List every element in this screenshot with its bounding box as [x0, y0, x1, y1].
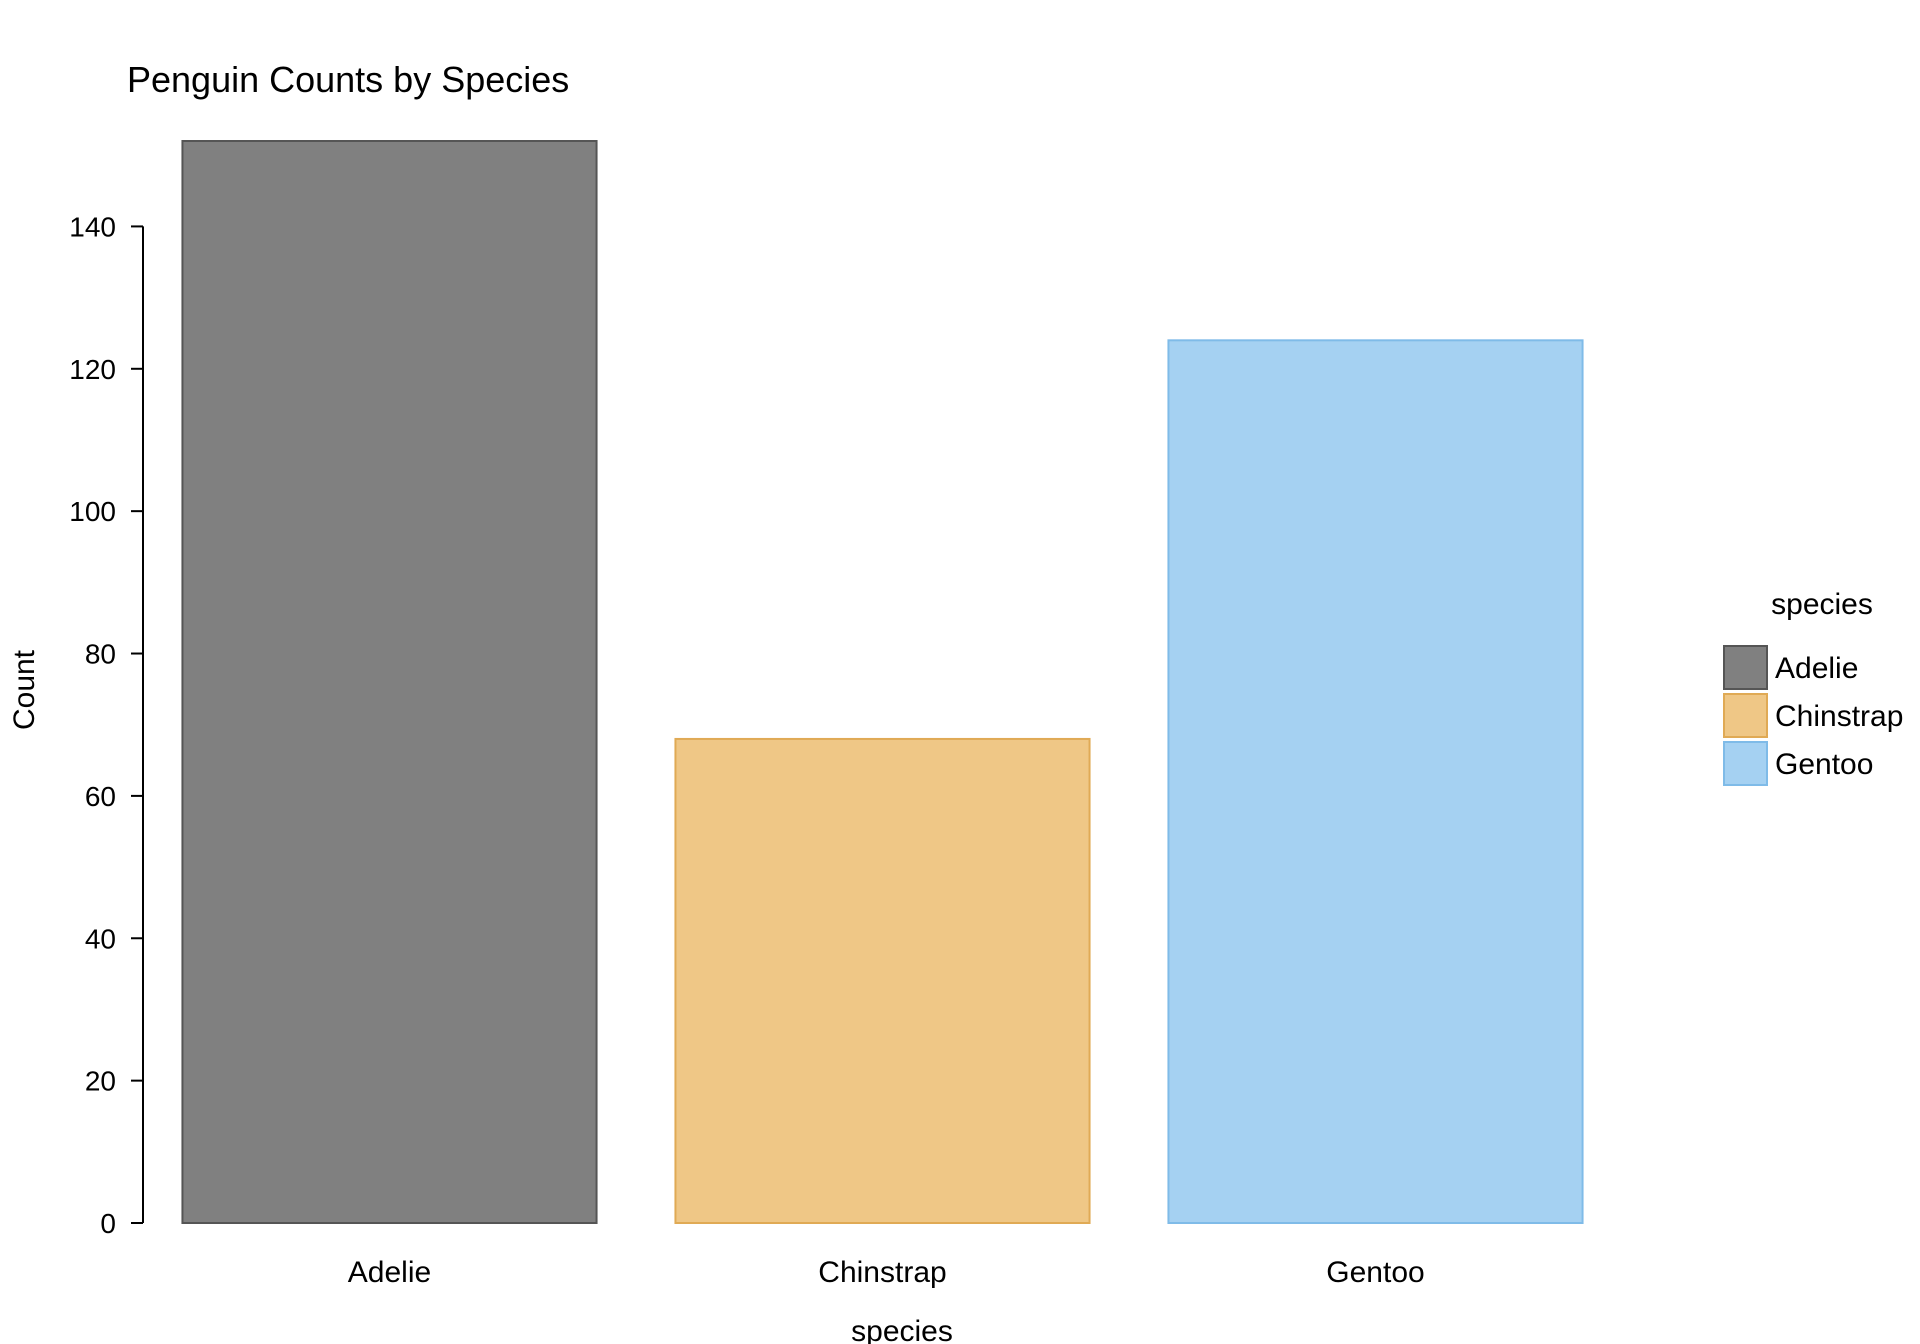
- legend-label-adelie: Adelie: [1775, 652, 1858, 685]
- y-tick-label-120: 120: [69, 354, 116, 385]
- legend-label-chinstrap: Chinstrap: [1775, 700, 1903, 733]
- y-axis: 0 20 40 60 80 100 120 140: [69, 211, 144, 1239]
- legend-title: species: [1771, 588, 1873, 621]
- x-tick-label-adelie: Adelie: [348, 1256, 431, 1289]
- y-tick-label-80: 80: [85, 639, 116, 670]
- bar-gentoo: [1167, 339, 1584, 1224]
- y-axis-label: Count: [8, 649, 41, 730]
- y-tick-label-0: 0: [100, 1208, 116, 1239]
- y-tick-label-40: 40: [85, 923, 116, 954]
- y-tick-label-20: 20: [85, 1066, 116, 1097]
- y-tick-label-100: 100: [69, 496, 116, 527]
- x-tick-label-gentoo: Gentoo: [1326, 1256, 1424, 1289]
- legend-swatch-chinstrap: [1723, 693, 1768, 738]
- bars-layer: [181, 140, 1584, 1225]
- bar-adelie: [181, 140, 598, 1224]
- legend-label-gentoo: Gentoo: [1775, 748, 1873, 781]
- legend-swatch-adelie: [1723, 645, 1768, 690]
- legend-swatch-gentoo: [1723, 741, 1768, 786]
- x-axis-label: species: [851, 1315, 953, 1344]
- y-tick-label-60: 60: [85, 781, 116, 812]
- x-tick-label-chinstrap: Chinstrap: [818, 1256, 946, 1289]
- x-axis: Adelie Chinstrap Gentoo: [348, 1256, 1425, 1289]
- legend: species Adelie Chinstrap Gentoo: [1723, 588, 1903, 786]
- chart-title: Penguin Counts by Species: [127, 59, 569, 100]
- y-tick-label-140: 140: [69, 211, 116, 242]
- bar-chinstrap: [674, 737, 1091, 1225]
